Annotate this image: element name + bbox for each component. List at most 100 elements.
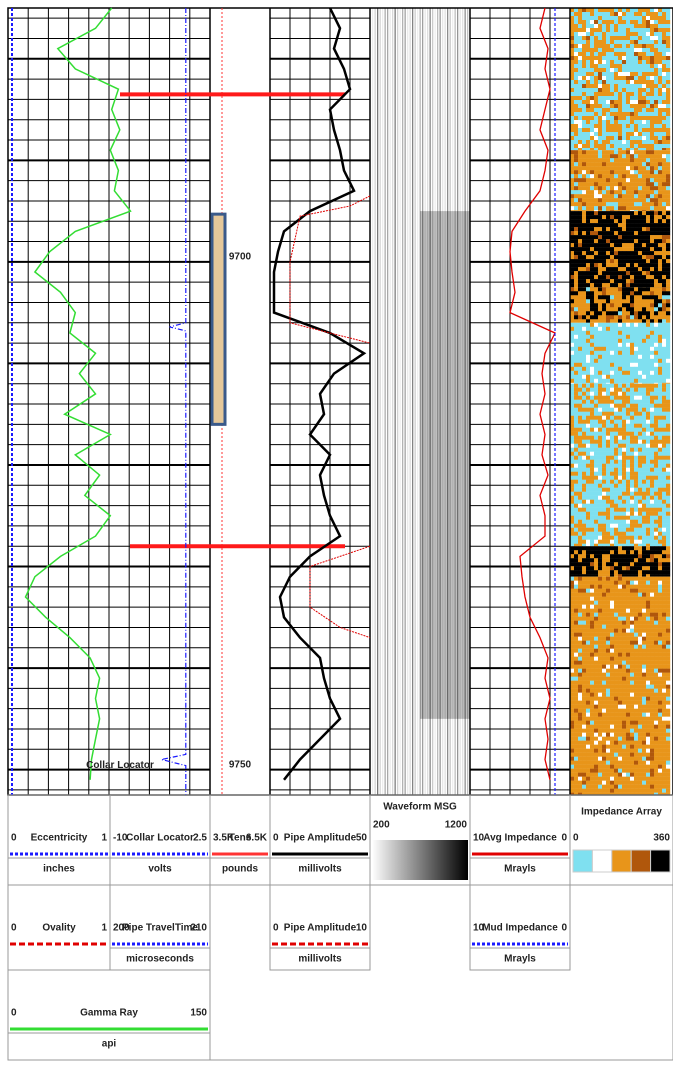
impedance-cell bbox=[582, 760, 587, 765]
impedance-cell bbox=[618, 600, 623, 605]
impedance-cell bbox=[602, 32, 607, 37]
impedance-cell bbox=[594, 580, 599, 585]
impedance-cell bbox=[630, 688, 635, 693]
impedance-cell bbox=[642, 383, 647, 388]
impedance-cell bbox=[586, 210, 591, 212]
impedance-cell bbox=[662, 696, 667, 701]
impedance-cell bbox=[638, 640, 643, 645]
impedance-cell bbox=[642, 652, 647, 657]
impedance-cell bbox=[638, 415, 643, 420]
impedance-cell bbox=[654, 144, 659, 149]
impedance-cell bbox=[602, 467, 607, 472]
impedance-cell bbox=[594, 36, 599, 41]
impedance-cell bbox=[650, 210, 655, 212]
impedance-cell bbox=[626, 632, 631, 637]
impedance-cell bbox=[646, 96, 651, 101]
impedance-cell bbox=[642, 531, 647, 536]
impedance-cell bbox=[598, 358, 603, 363]
impedance-cell bbox=[646, 154, 651, 159]
impedance-cell bbox=[646, 632, 651, 637]
impedance-cell bbox=[662, 8, 667, 13]
impedance-cell bbox=[618, 652, 623, 657]
impedance-cell bbox=[666, 640, 671, 645]
impedance-cell bbox=[638, 68, 643, 73]
impedance-cell bbox=[666, 720, 671, 725]
impedance-cell bbox=[642, 354, 647, 359]
impedance-cell bbox=[586, 692, 591, 697]
impedance-cell bbox=[622, 768, 627, 773]
impedance-cell bbox=[602, 570, 607, 575]
impedance-cell bbox=[606, 511, 611, 516]
impedance-cell bbox=[626, 688, 631, 693]
impedance-cell bbox=[606, 291, 611, 296]
impedance-cell bbox=[590, 570, 595, 575]
impedance-cell bbox=[658, 592, 663, 597]
impedance-cell bbox=[638, 194, 643, 199]
impedance-cell bbox=[578, 178, 583, 183]
impedance-cell bbox=[598, 170, 603, 175]
impedance-cell bbox=[630, 166, 635, 171]
impedance-cell bbox=[634, 459, 639, 464]
impedance-cell bbox=[618, 215, 623, 220]
impedance-cell bbox=[638, 628, 643, 633]
impedance-cell bbox=[590, 150, 595, 155]
impedance-cell bbox=[654, 732, 659, 737]
impedance-cell bbox=[658, 403, 663, 408]
impedance-cell bbox=[582, 487, 587, 492]
impedance-cell bbox=[650, 580, 655, 585]
impedance-cell bbox=[590, 439, 595, 444]
impedance-cell bbox=[638, 588, 643, 593]
impedance-cell bbox=[654, 483, 659, 488]
impedance-cell bbox=[658, 399, 663, 404]
impedance-cell bbox=[646, 692, 651, 697]
impedance-cell bbox=[634, 210, 639, 212]
impedance-cell bbox=[586, 756, 591, 761]
impedance-cell bbox=[634, 190, 639, 195]
impedance-cell bbox=[650, 20, 655, 25]
impedance-cell bbox=[626, 120, 631, 125]
impedance-cell bbox=[570, 92, 575, 97]
impedance-cell bbox=[586, 543, 591, 547]
impedance-cell bbox=[582, 574, 587, 577]
impedance-cell bbox=[578, 507, 583, 512]
impedance-cell bbox=[622, 170, 627, 175]
impedance-cell bbox=[578, 24, 583, 29]
impedance-cell bbox=[654, 471, 659, 476]
impedance-cell bbox=[610, 499, 615, 504]
impedance-cell bbox=[598, 652, 603, 657]
impedance-cell bbox=[666, 182, 671, 187]
impedance-cell bbox=[602, 307, 607, 312]
impedance-cell bbox=[638, 24, 643, 29]
impedance-cell bbox=[638, 158, 643, 163]
impedance-cell bbox=[618, 243, 623, 248]
impedance-cell bbox=[646, 64, 651, 69]
impedance-cell bbox=[654, 395, 659, 400]
impedance-cell bbox=[590, 527, 595, 532]
impedance-cell bbox=[666, 247, 671, 252]
impedance-cell bbox=[614, 487, 619, 492]
impedance-cell bbox=[610, 36, 615, 41]
impedance-cell bbox=[574, 239, 579, 244]
impedance-cell bbox=[622, 574, 627, 577]
impedance-cell bbox=[574, 346, 579, 351]
impedance-cell bbox=[614, 435, 619, 440]
impedance-cell bbox=[642, 178, 647, 183]
impedance-cell bbox=[578, 656, 583, 661]
impedance-cell bbox=[622, 338, 627, 343]
impedance-cell bbox=[582, 92, 587, 97]
impedance-cell bbox=[650, 479, 655, 484]
impedance-cell bbox=[658, 467, 663, 472]
impedance-cell bbox=[654, 322, 659, 327]
impedance-cell bbox=[606, 358, 611, 363]
impedance-cell bbox=[662, 604, 667, 609]
impedance-cell bbox=[598, 483, 603, 488]
impedance-cell bbox=[602, 350, 607, 355]
impedance-cell bbox=[638, 744, 643, 749]
impedance-cell bbox=[610, 267, 615, 272]
impedance-cell bbox=[594, 519, 599, 524]
impedance-cell bbox=[606, 708, 611, 713]
impedance-cell bbox=[634, 148, 639, 151]
impedance-cell bbox=[658, 772, 663, 777]
impedance-cell bbox=[610, 616, 615, 621]
impedance-cell bbox=[598, 648, 603, 653]
